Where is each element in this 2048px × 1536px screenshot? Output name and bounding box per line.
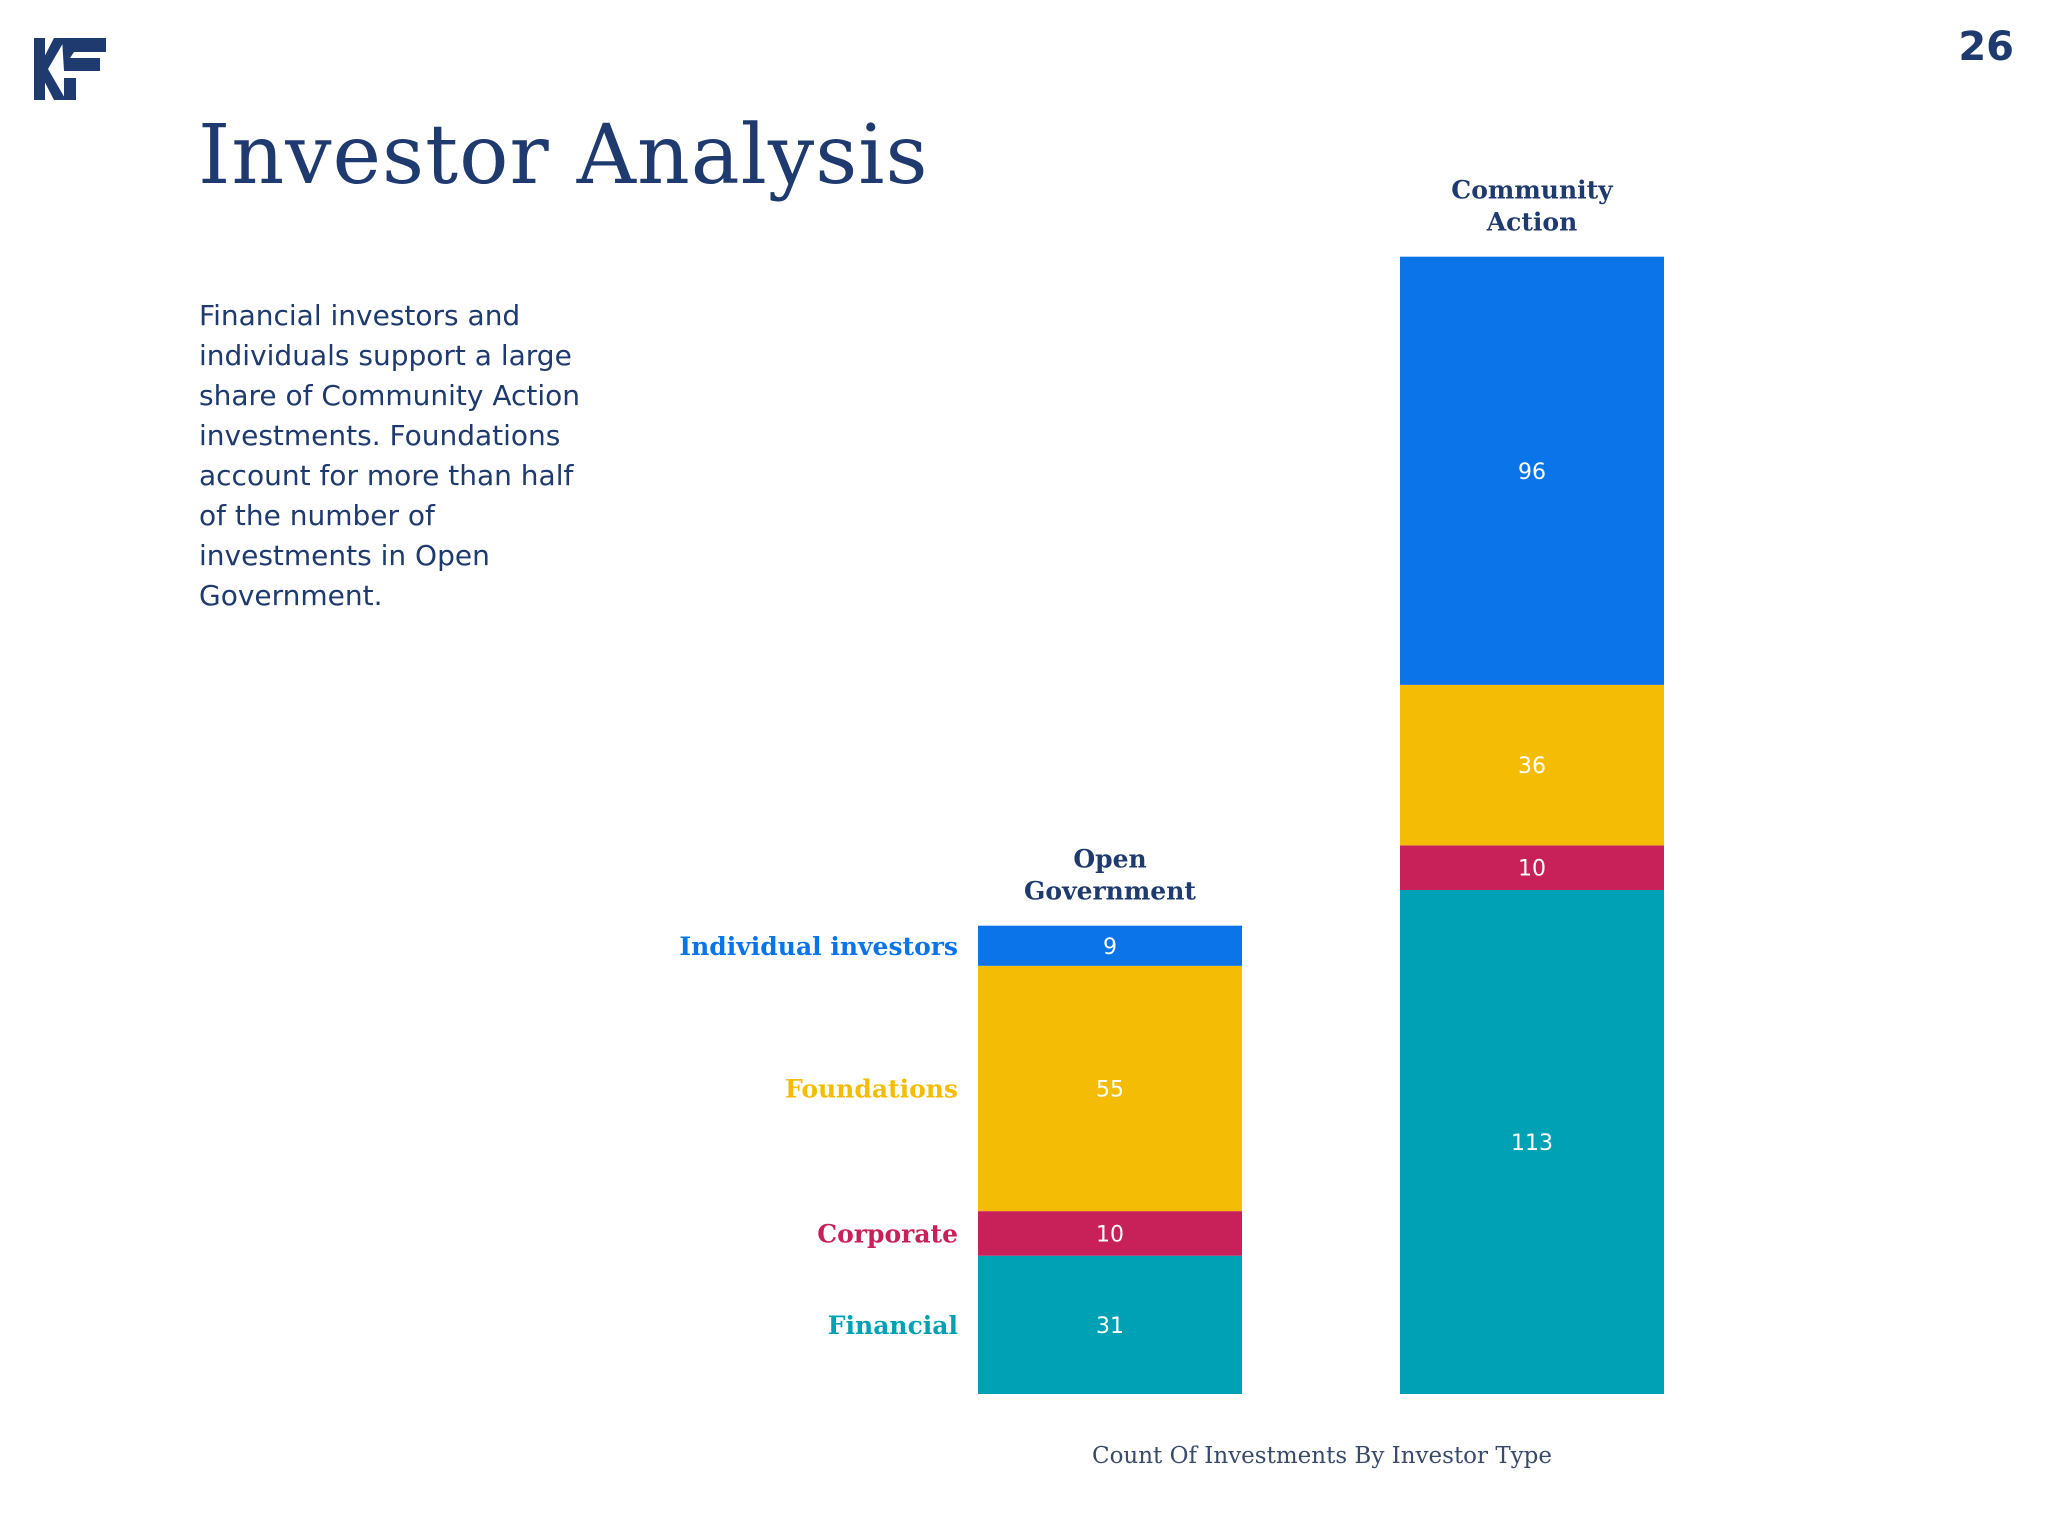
data-label-open-government-corporate: 10 (1096, 1222, 1124, 1247)
legend-label-financial: Financial (828, 1311, 958, 1340)
logo-icon (34, 38, 106, 100)
data-label-open-government-foundations: 55 (1096, 1077, 1124, 1102)
page-title: Investor Analysis (198, 108, 929, 203)
data-label-community-action-individual-investors: 96 (1518, 460, 1546, 485)
data-label-open-government-financial: 31 (1096, 1314, 1124, 1339)
bar-segment-community-action-foundations (1400, 684, 1664, 846)
data-label-community-action-corporate: 10 (1518, 857, 1546, 882)
bar-segment-community-action-financial (1400, 890, 1664, 1394)
bar-segment-community-action-individual-investors (1400, 256, 1664, 685)
bar-segment-community-action-corporate (1400, 845, 1664, 891)
x-axis-label: Count Of Investments By Investor Type (1092, 1443, 1552, 1469)
data-label-community-action-financial: 113 (1511, 1131, 1553, 1156)
data-label-open-government-individual-investors: 9 (1103, 935, 1117, 960)
bar-segment-open-government-foundations (978, 965, 1242, 1212)
bar-segment-open-government-corporate (978, 1211, 1242, 1256)
description-text: Financial investors and individuals supp… (199, 299, 581, 612)
legend-label-individual-investors: Individual investors (679, 932, 958, 961)
data-label-community-action-foundations: 36 (1518, 754, 1546, 779)
bar-segment-open-government-individual-investors (978, 925, 1242, 966)
page-number: 26 (1958, 24, 2014, 70)
category-label-community-action: Community (1451, 176, 1614, 205)
legend-label-foundations: Foundations (785, 1074, 958, 1103)
category-label-community-action: Action (1486, 208, 1578, 237)
legend-label-corporate: Corporate (817, 1219, 958, 1248)
category-label-open-government: Open (1073, 845, 1146, 874)
bar-segment-open-government-financial (978, 1255, 1242, 1394)
category-label-open-government: Government (1024, 877, 1196, 906)
